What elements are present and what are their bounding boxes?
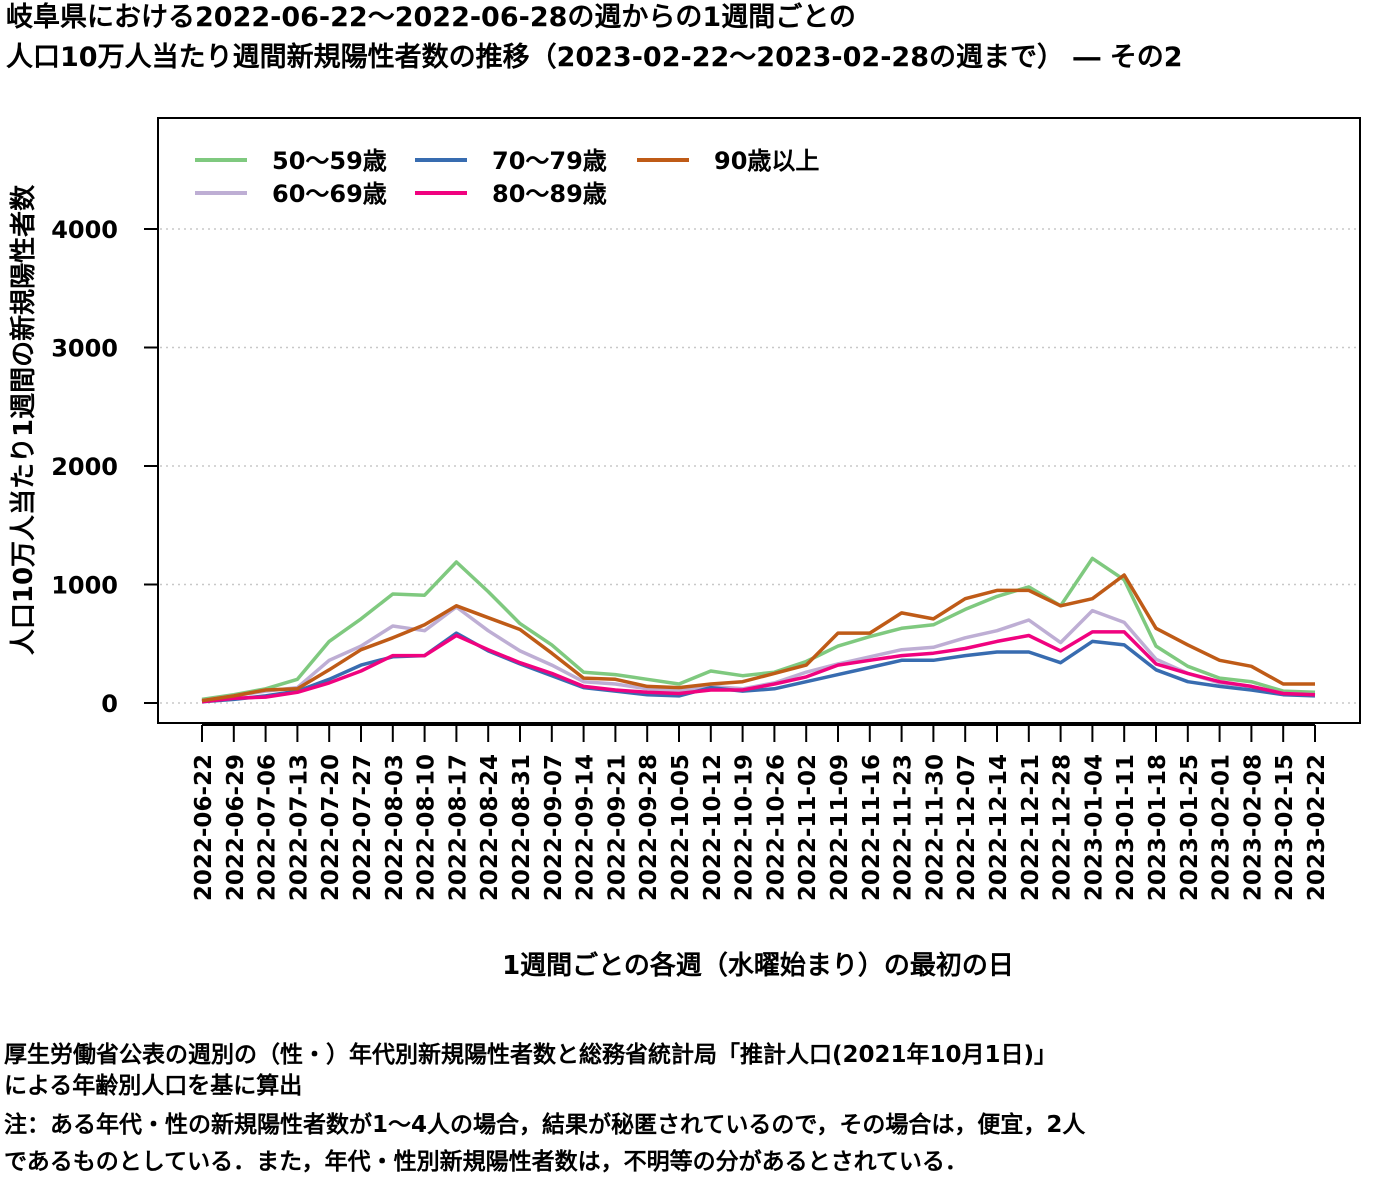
- x-tick-label: 2022-09-28: [636, 754, 662, 901]
- x-tick-label: 2022-06-29: [223, 754, 249, 901]
- x-axis-label: 1週間ごとの各週（水曜始まり）の最初の日: [502, 950, 1014, 981]
- legend-label: 50〜59歳: [272, 147, 387, 175]
- x-tick-label: 2023-02-01: [1209, 754, 1235, 901]
- legend-label: 70〜79歳: [492, 147, 607, 175]
- y-tick-label: 4000: [51, 216, 118, 244]
- x-tick-label: 2022-12-07: [954, 754, 980, 901]
- x-tick-label: 2023-01-18: [1145, 754, 1171, 901]
- chart-title-line-2: 人口10万人当たり週間新規陽性者数の推移（2023-02-22〜2023-02-…: [6, 42, 1183, 73]
- chart-title-line-1: 岐阜県における2022-06-22〜2022-06-28の週からの1週間ごとの: [6, 2, 856, 33]
- footnote-note-1: 注：ある年代・性の新規陽性者数が1〜4人の場合，結果が秘匿されているので，その場…: [4, 1112, 1086, 1138]
- x-tick-label: 2022-11-23: [891, 754, 917, 901]
- series-line-4: [201, 573, 1315, 703]
- x-tick-label: 2023-02-22: [1304, 754, 1330, 901]
- y-tick-label: 0: [101, 690, 118, 718]
- x-tick-label: 2022-07-13: [286, 754, 312, 901]
- plot-frame: [157, 117, 1361, 724]
- x-tick-label: 2022-11-16: [859, 754, 885, 901]
- x-tick-label: 2022-08-24: [477, 754, 503, 901]
- x-tick-label: 2022-12-28: [1050, 754, 1076, 901]
- x-tick-label: 2023-02-08: [1240, 754, 1266, 901]
- x-tick-label: 2022-10-26: [763, 754, 789, 901]
- series-line-3: [201, 630, 1316, 704]
- x-tick-label: 2022-12-14: [986, 754, 1012, 901]
- series-line-0: [201, 556, 1316, 702]
- x-tick-label: 2022-08-03: [382, 754, 408, 901]
- x-tick-label: 2022-07-20: [318, 754, 344, 901]
- y-axis-label: 人口10万人当たり1週間の新規陽性者数: [8, 184, 39, 655]
- x-tick-label: 2022-10-12: [700, 754, 726, 901]
- x-tick-label: 2022-09-14: [573, 754, 599, 901]
- footnote-source-1: 厚生労働省公表の週別の（性・）年代別新規陽性者数と総務省統計局「推計人口(202…: [4, 1042, 1058, 1068]
- x-tick-label: 2022-08-31: [509, 754, 535, 901]
- x-tick-label: 2022-08-10: [414, 754, 440, 901]
- legend: 50〜59歳 60〜69歳 70〜79歳 80〜89歳 90歳以上: [195, 147, 819, 208]
- x-tick-label: 2022-11-30: [922, 754, 948, 901]
- x-tick-label: 2022-10-19: [732, 754, 758, 901]
- x-tick-label: 2022-08-17: [445, 754, 471, 901]
- series-lines: [201, 556, 1316, 704]
- x-tick-label: 2023-01-25: [1177, 754, 1203, 901]
- x-tick-label: 2023-01-04: [1081, 754, 1107, 901]
- x-tick-label: 2022-09-21: [604, 754, 630, 901]
- legend-label: 80〜89歳: [492, 180, 607, 208]
- x-tick-label: 2022-11-09: [827, 754, 853, 901]
- y-axis: 0 1000 2000 3000 4000: [51, 216, 158, 718]
- y-tick-label: 3000: [51, 335, 118, 363]
- footnote-note-2: であるものとしている．また，年代・性別新規陽性者数は，不明等の分があるとされてい…: [4, 1149, 968, 1175]
- footnote-source-2: による年齢別人口を基に算出: [4, 1073, 303, 1099]
- x-tick-label: 2022-11-02: [795, 754, 821, 901]
- x-tick-label: 2022-07-27: [350, 754, 376, 901]
- x-tick-label: 2022-06-22: [191, 754, 217, 901]
- gridlines: [160, 228, 1358, 704]
- x-tick-label: 2022-07-06: [255, 754, 281, 901]
- x-tick-label: 2022-09-07: [541, 754, 567, 901]
- x-tick-label: 2023-02-15: [1272, 754, 1298, 901]
- y-tick-label: 2000: [51, 453, 118, 481]
- x-tick-label: 2023-01-11: [1113, 754, 1139, 901]
- legend-label: 60〜69歳: [272, 180, 387, 208]
- x-axis: 2022-06-22 2022-06-29 2022-07-06 2022-07-13…: [191, 724, 1330, 901]
- legend-label: 90歳以上: [714, 147, 819, 175]
- x-tick-label: 2022-10-05: [668, 754, 694, 901]
- x-tick-label: 2022-12-21: [1018, 754, 1044, 901]
- y-tick-label: 1000: [51, 572, 118, 600]
